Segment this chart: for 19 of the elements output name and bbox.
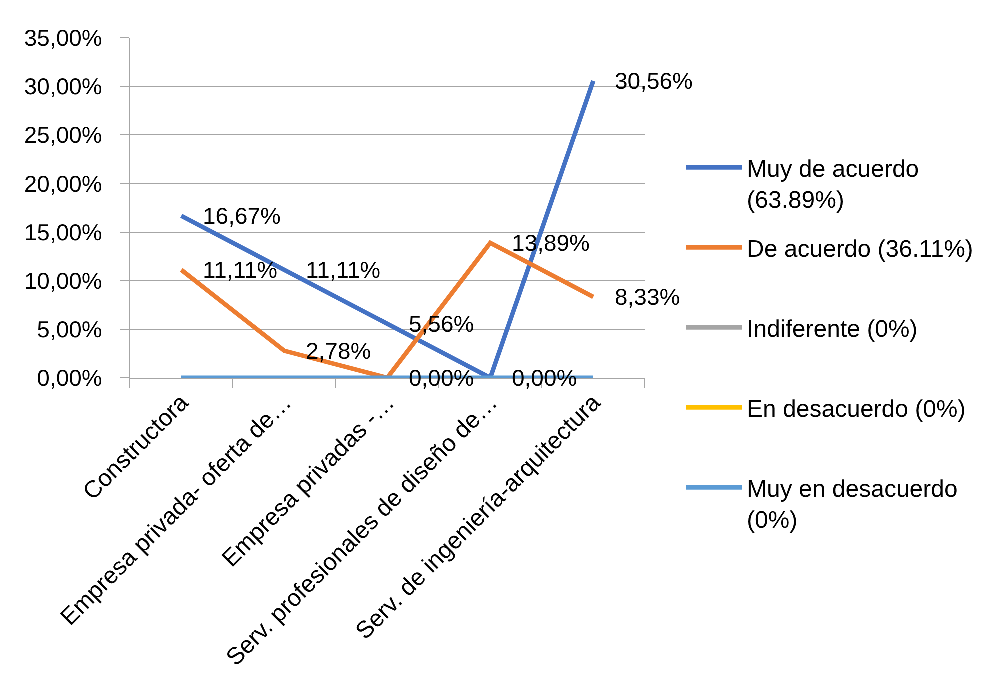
data-label: 2,78%	[306, 338, 372, 364]
y-tick-label: 15,00%	[24, 219, 102, 246]
legend-label: En desacuerdo (0%)	[747, 396, 966, 423]
y-tick-label: 35,00%	[24, 25, 102, 52]
y-tick-label: 10,00%	[24, 268, 102, 294]
data-label: 16,67%	[203, 203, 282, 229]
legend-label: Indiferente (0%)	[747, 316, 918, 343]
y-tick-label: 30,00%	[24, 74, 102, 100]
legend-label: Muy en desacuerdo (0%)	[747, 476, 958, 534]
y-tick-label: 0,00%	[37, 365, 102, 392]
y-tick-label: 5,00%	[37, 316, 102, 342]
legend-label: De acuerdo (36.11%)	[747, 236, 974, 263]
data-label: 11,11%	[306, 257, 381, 283]
y-tick-label: 25,00%	[24, 122, 102, 148]
data-label: 8,33%	[615, 284, 680, 310]
legend-label: Muy de acuerdo (63.89%)	[747, 156, 920, 214]
data-label: 30,56%	[615, 68, 694, 94]
data-label: 11,11%	[203, 257, 278, 283]
y-tick-label: 20,00%	[24, 170, 102, 197]
